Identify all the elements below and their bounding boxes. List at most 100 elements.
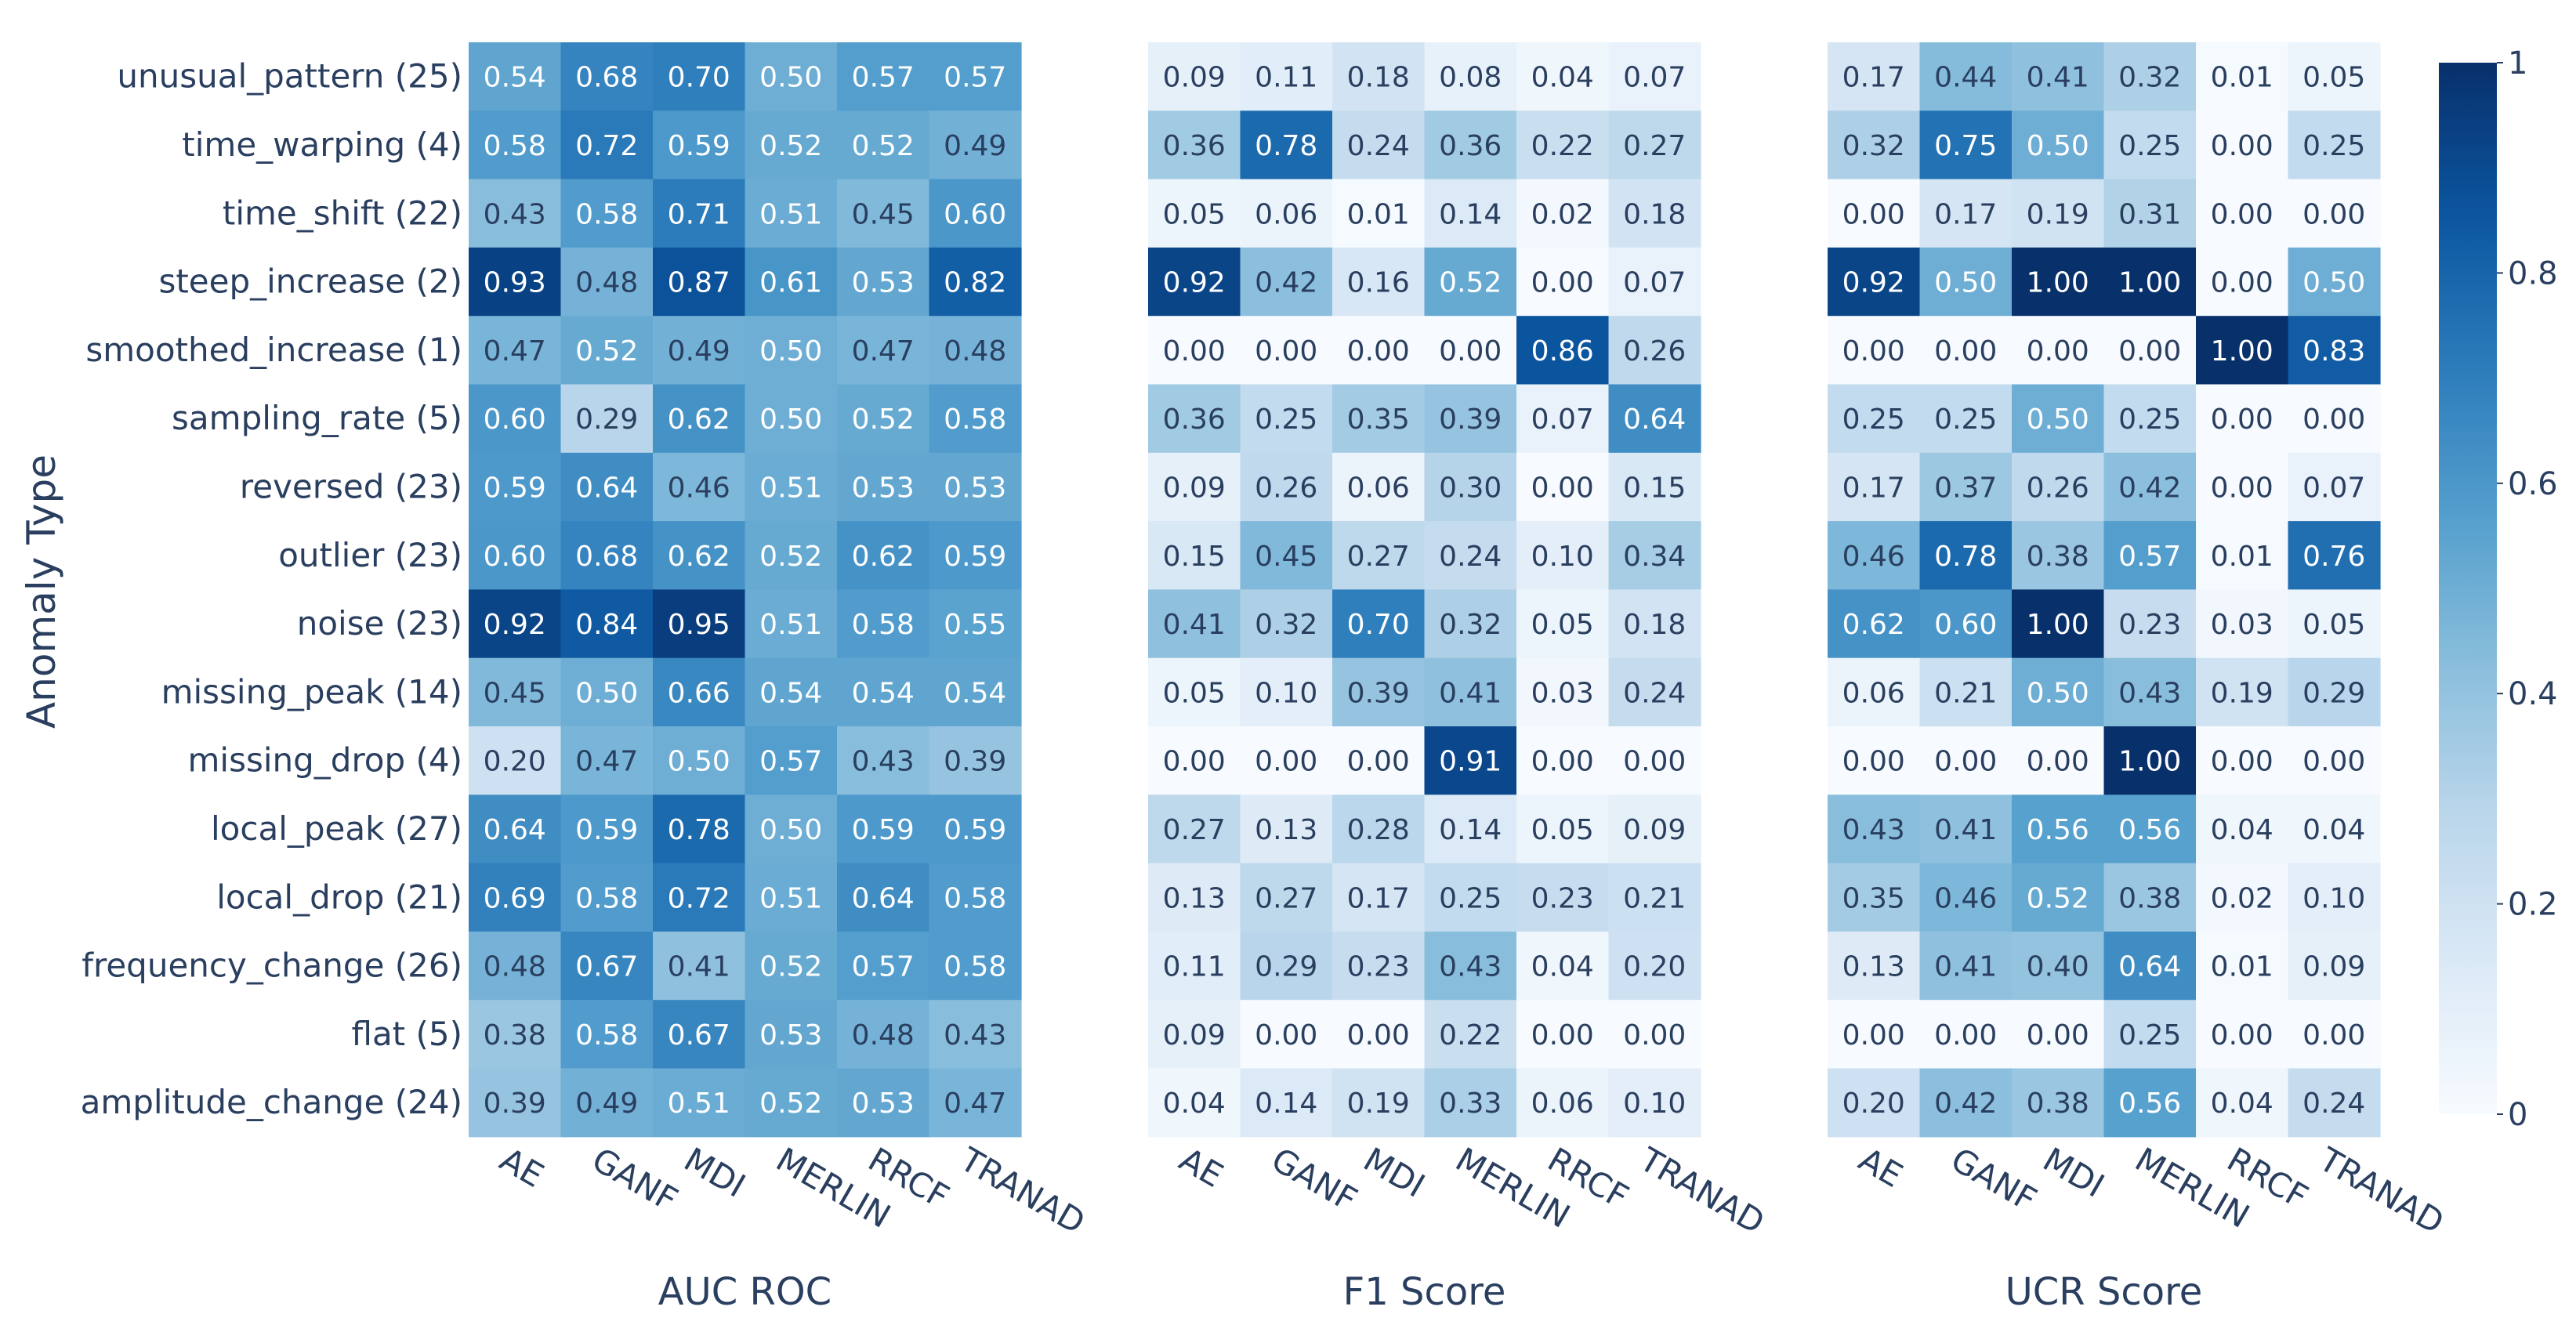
- cell-value-label: 0.50: [2027, 130, 2089, 162]
- colorbar: 0 0.2 0.4 0.6 0.8 1: [2439, 45, 2558, 1133]
- heatmap-cell: [745, 589, 838, 659]
- heatmap-cell: [1148, 110, 1241, 180]
- cell-value-label: 0.33: [1439, 1088, 1502, 1120]
- cell-value-label: 0.15: [1163, 541, 1226, 573]
- column-label-ganf: GANF: [1944, 1140, 2043, 1219]
- heatmap-cell: [2012, 452, 2105, 522]
- heatmap-cell: [653, 521, 746, 590]
- heatmap-cell: [1828, 384, 1921, 454]
- heatmap-cell: [2288, 384, 2381, 454]
- heatmap-cell: [2103, 384, 2197, 454]
- cell-value-label: 0.00: [2211, 1019, 2273, 1051]
- heatmap-cell: [1516, 452, 1610, 522]
- heatmap-cell: [1148, 589, 1241, 659]
- column-label-mdi: MDI: [678, 1140, 752, 1205]
- cell-value-label: 0.93: [484, 267, 546, 299]
- heatmap-cell: [929, 42, 1022, 111]
- cell-value-label: 0.57: [852, 62, 915, 94]
- heatmap-cell: [2103, 521, 2197, 590]
- heatmap-cell: [1828, 247, 1921, 317]
- cell-value-label: 0.01: [2211, 541, 2273, 573]
- cell-value-label: 0.60: [1934, 609, 1997, 641]
- cell-value-label: 0.00: [2302, 746, 2365, 778]
- heatmap-cell: [1424, 931, 1517, 1001]
- panel-title-f1-score: F1 Score: [1343, 1270, 1506, 1314]
- row-label-frequency-change: frequency_change (26): [82, 947, 462, 985]
- heatmap-cell: [469, 110, 562, 180]
- cell-value-label: 0.39: [944, 746, 1006, 778]
- cell-value-label: 0.54: [944, 677, 1006, 709]
- heatmap-cell: [1516, 657, 1610, 727]
- heatmap-cell: [1332, 179, 1426, 248]
- row-label-unusual-pattern: unusual_pattern (25): [117, 57, 462, 96]
- cell-value-label: 0.31: [2118, 198, 2181, 230]
- heatmap-cell: [1919, 1000, 2013, 1070]
- cell-value-label: 0.00: [2027, 1019, 2089, 1051]
- heatmap-cell: [2288, 247, 2381, 317]
- cell-value-label: 0.58: [944, 882, 1006, 914]
- heatmap-cell: [1424, 247, 1517, 317]
- cell-value-label: 0.52: [759, 1088, 822, 1120]
- row-label-local-peak: local_peak (27): [211, 809, 462, 848]
- heatmap-cell: [1516, 316, 1610, 385]
- cell-value-label: 0.00: [1347, 335, 1410, 367]
- cell-value-label: 0.69: [484, 882, 546, 914]
- heatmap-cell: [469, 247, 562, 317]
- cell-value-label: 0.32: [1439, 609, 1502, 641]
- cell-value-label: 0.48: [484, 951, 546, 983]
- heatmap-cell: [1516, 110, 1610, 180]
- heatmap-cell: [2103, 794, 2197, 864]
- cell-value-label: 0.00: [1934, 1019, 1997, 1051]
- cell-value-label: 0.47: [852, 335, 915, 367]
- cell-value-label: 0.67: [668, 1019, 730, 1051]
- heatmap-cell: [469, 179, 562, 248]
- cell-value-label: 0.54: [852, 677, 915, 709]
- heatmap-cell: [2012, 179, 2105, 248]
- heatmap-cell: [1332, 726, 1426, 795]
- heatmap-cell: [1424, 384, 1517, 454]
- colorbar-tick-label: 0.8: [2508, 255, 2558, 291]
- cell-value-label: 0.27: [1255, 882, 1317, 914]
- cell-value-label: 0.24: [1439, 541, 1502, 573]
- heatmap-cell: [1240, 247, 1333, 317]
- heatmap-cell: [2288, 179, 2381, 248]
- cell-value-label: 1.00: [2027, 609, 2089, 641]
- cell-value-label: 0.50: [2027, 677, 2089, 709]
- heatmap-cell: [837, 179, 930, 248]
- cell-value-label: 0.42: [1255, 267, 1317, 299]
- heatmap-cell: [1828, 316, 1921, 385]
- row-label-local-drop: local_drop (21): [216, 878, 462, 916]
- cell-value-label: 0.64: [575, 472, 638, 504]
- heatmap-cell: [1608, 179, 1701, 248]
- heatmap-cell: [1332, 110, 1426, 180]
- cell-value-label: 0.05: [2302, 62, 2365, 94]
- heatmap-cell: [1516, 521, 1610, 590]
- heatmap-cell: [2012, 247, 2105, 317]
- cell-value-label: 0.53: [852, 267, 915, 299]
- row-label-outlier: outlier (23): [278, 536, 462, 574]
- heatmap-cell: [560, 589, 654, 659]
- heatmap-cell: [560, 1000, 654, 1070]
- heatmap-cell: [929, 521, 1022, 590]
- heatmap-cell: [469, 863, 562, 932]
- heatmap-cell: [560, 384, 654, 454]
- heatmap-cell: [2196, 110, 2289, 180]
- cell-value-label: 0.71: [668, 198, 730, 230]
- cell-value-label: 0.07: [1531, 404, 1594, 436]
- heatmap-cell: [837, 589, 930, 659]
- cell-value-label: 0.05: [1163, 198, 1226, 230]
- cell-value-label: 0.22: [1439, 1019, 1502, 1051]
- cell-value-label: 0.58: [484, 130, 546, 162]
- heatmap-cell: [1424, 589, 1517, 659]
- heatmap-cell: [929, 110, 1022, 180]
- heatmap-cell: [653, 589, 746, 659]
- cell-value-label: 0.49: [668, 335, 730, 367]
- cell-value-label: 0.27: [1623, 130, 1686, 162]
- cell-value-label: 0.02: [1531, 198, 1594, 230]
- cell-value-label: 0.50: [2027, 404, 2089, 436]
- cell-value-label: 0.43: [1439, 951, 1502, 983]
- cell-value-label: 0.09: [1163, 472, 1226, 504]
- cell-value-label: 0.86: [1531, 335, 1594, 367]
- cell-value-label: 0.19: [2211, 677, 2273, 709]
